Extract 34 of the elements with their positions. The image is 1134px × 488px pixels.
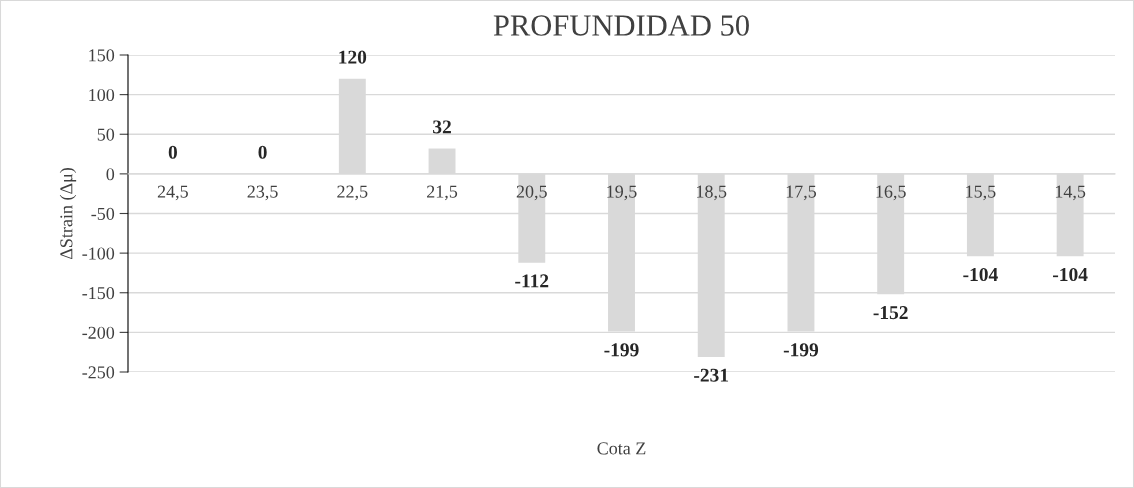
y-tick-label: 50: [97, 128, 115, 141]
x-tick-label: 24,5: [157, 185, 188, 201]
data-label: -112: [515, 274, 549, 288]
y-tick-label: 0: [106, 168, 115, 181]
data-label: 32: [433, 120, 451, 134]
y-axis-title: ΔStrain (Δμ): [59, 168, 77, 260]
y-tick-label: -150: [82, 287, 115, 300]
x-tick-label: 16,5: [876, 185, 906, 201]
x-tick-label: 22,5: [337, 185, 368, 201]
data-label: -231: [694, 368, 729, 382]
data-label: -104: [963, 267, 998, 282]
x-tick-label: 21,5: [427, 185, 458, 201]
data-label: 120: [339, 50, 367, 64]
x-tick-label: 18,5: [697, 185, 727, 201]
x-tick-label: 14,5: [1055, 185, 1086, 201]
y-tick-label: 100: [89, 88, 115, 102]
x-tick-label: 23,5: [247, 185, 278, 201]
data-label: -199: [783, 343, 819, 357]
y-tick-label: -250: [82, 366, 115, 379]
y-tick-label: -50: [91, 207, 115, 220]
x-tick-label: 17,5: [786, 185, 817, 201]
x-tick-label: 20,5: [516, 185, 547, 201]
data-label: 0: [258, 145, 267, 159]
y-tick-label: -100: [82, 247, 115, 260]
data-label: -199: [604, 343, 639, 357]
x-axis-title: Cota Z: [597, 442, 646, 455]
x-tick-label: 19,5: [607, 185, 637, 201]
data-label: -104: [1053, 267, 1088, 282]
x-tick-label: 15,5: [966, 185, 996, 201]
y-tick-label: -200: [82, 326, 115, 339]
y-tick-label: 150: [89, 49, 115, 62]
data-label: -152: [873, 306, 908, 320]
chart-title: PROFUNDIDAD 50: [493, 15, 749, 36]
data-label: 0: [168, 145, 177, 159]
